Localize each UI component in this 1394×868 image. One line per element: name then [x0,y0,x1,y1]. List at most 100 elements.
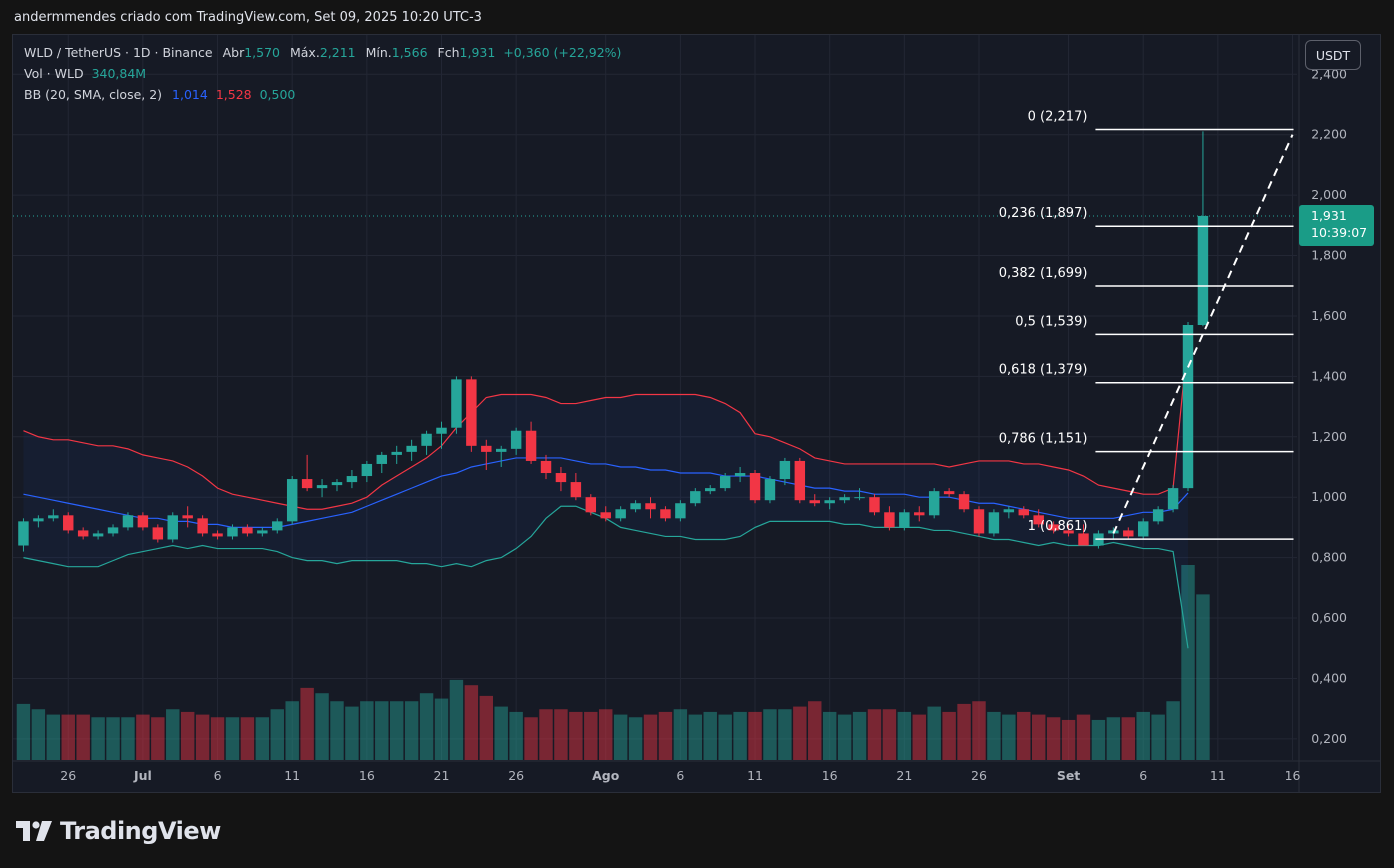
candle [167,512,178,543]
candle [600,506,611,522]
candle-body [675,503,686,519]
volume-bar [524,717,538,760]
candle [242,524,253,537]
candle [122,512,134,531]
candle-body [794,460,806,501]
x-axis-tick-label: 26 [60,768,76,783]
candle-body [1197,215,1209,325]
volume-bar [315,693,329,760]
y-axis-tick-label: 0,400 [1311,670,1347,685]
x-axis-tick-label: 26 [508,768,524,783]
candle-body [988,512,1000,534]
candle [361,460,373,483]
candle [376,451,388,474]
candle [77,527,89,540]
candle [540,454,552,480]
candle-body [510,430,522,449]
y-axis-tick-label: 1,000 [1311,489,1347,504]
bollinger-basis-line [23,457,1189,528]
x-axis-tick-label: Jul [133,768,152,783]
candle-body [764,479,776,501]
candle [257,527,268,537]
y-axis-tick-label: 0,200 [1311,731,1347,746]
y-axis-tick-label: 0,800 [1311,550,1347,565]
volume-bar [121,717,135,760]
x-axis-tick-label: 6 [1139,768,1147,783]
candle-body [705,488,716,492]
volume-bar [240,717,255,760]
volume-bar [91,717,105,760]
candle [301,454,313,492]
chart-frame[interactable] [12,34,1381,793]
volume-bar [419,693,434,760]
candle [1063,524,1074,537]
tradingview-logo-text: TradingView [60,817,221,845]
candle-body [212,533,223,537]
candle-body [1078,533,1089,546]
candle-body [451,379,462,428]
candle-body [48,515,59,519]
volume-bar [942,711,956,760]
y-axis-tick-label: 2,200 [1311,127,1347,142]
candle [809,494,820,507]
candle [794,457,806,504]
volume-bar [1196,594,1210,760]
volume-bar [255,717,270,760]
volume-bar [897,711,912,760]
candle [421,430,432,455]
candle [869,494,880,516]
candle [316,479,328,498]
candle-body [346,476,358,483]
volume-bar [1166,701,1180,760]
candle-body [570,482,582,498]
volume-bar [16,703,31,760]
volume-bar [195,714,210,760]
candle [914,506,925,522]
candle [286,476,298,525]
candle-body [436,427,447,434]
candle-body [600,512,611,519]
volume-bar [748,711,762,760]
candle [779,457,791,486]
current-price-value: 1,931 [1311,208,1347,223]
candle [272,518,283,534]
y-axis-tick-label: 2,000 [1311,187,1347,202]
volume-bar [1017,711,1031,760]
legend-low: 1,566 [391,45,428,60]
candle-body [690,491,701,504]
fib-level-label: 0 (2,217) [1028,110,1088,125]
y-axis-tick-label: 1,800 [1311,248,1347,263]
volume-bar [61,714,75,760]
volume-bar [972,701,986,760]
candle [1152,506,1164,525]
candle [1137,518,1149,540]
legend-change: +0,360 (+22,92%) [503,45,622,60]
currency-unit-button[interactable]: USDT [1305,40,1361,70]
candle [570,473,582,501]
candle [660,506,671,522]
legend-volume-row: Vol · WLD 340,84M [24,66,146,81]
candle [137,512,149,531]
volume-bar [688,714,703,760]
candle [764,476,776,504]
volume-bar [285,701,299,760]
legend-close-label: Fch [437,45,460,60]
volume-bar [449,679,464,760]
candle-body [555,473,567,483]
volume-bar [867,709,882,760]
volume-bar [673,709,688,760]
fib-level-label: 0,786 (1,151) [999,432,1088,447]
candle-body [361,463,373,477]
tradingview-logo[interactable]: TradingView [16,816,221,846]
candle-body [137,515,149,528]
tradingview-logo-icon [16,821,52,841]
candle-body [914,512,925,516]
candle-body [869,497,880,513]
volume-bar [539,709,553,760]
legend-high: 2,211 [319,45,356,60]
x-axis-tick-label: 16 [1285,768,1301,783]
y-axis-tick-label: 1,400 [1311,368,1347,383]
volume-bar [912,714,926,760]
candle-body [1003,509,1015,513]
